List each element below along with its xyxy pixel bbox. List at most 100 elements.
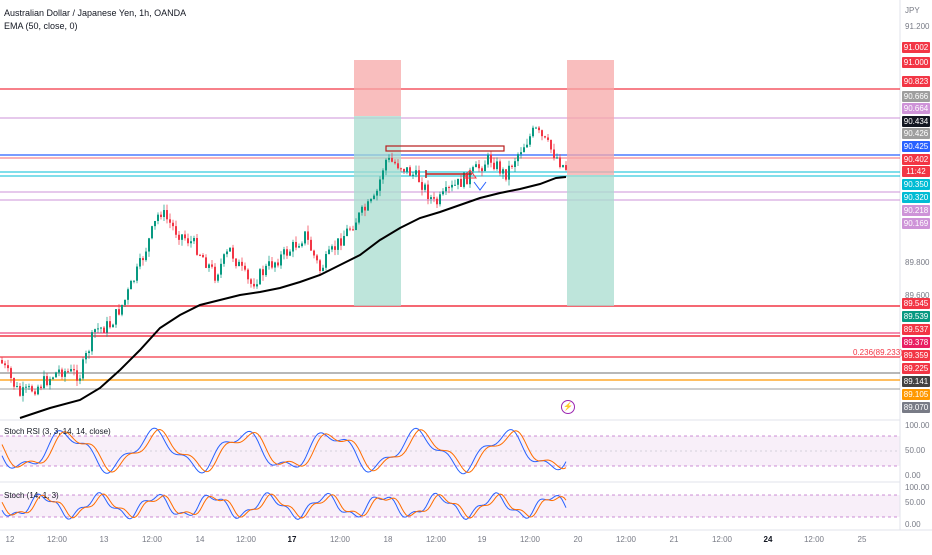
candle-body — [31, 386, 33, 392]
candle-body — [241, 261, 243, 266]
candle-body — [277, 262, 279, 266]
candle-body — [154, 221, 156, 227]
candle-body — [136, 266, 138, 281]
candle-body — [205, 257, 207, 268]
candle-body — [436, 198, 438, 205]
candle-body — [169, 219, 171, 223]
candle-body — [49, 378, 51, 386]
candle-body — [244, 265, 246, 270]
candle-body — [460, 178, 462, 187]
osc-tick: 100.00 — [905, 421, 930, 430]
candle-body — [397, 163, 399, 169]
ema-indicator-label[interactable]: EMA (50, close, 0) — [4, 21, 78, 31]
candle-body — [283, 249, 285, 255]
candle-body — [484, 164, 486, 172]
candle-body — [85, 353, 87, 360]
candle-body — [190, 241, 192, 244]
stoch-rsi-title[interactable]: Stoch RSI (3, 3, 14, 14, close) — [4, 427, 111, 436]
price-tag: 90.425 — [902, 141, 930, 152]
arrow-down-icon — [473, 181, 487, 191]
candle-body — [457, 178, 459, 185]
time-tick: 17 — [287, 535, 297, 544]
candle-body — [238, 261, 240, 267]
candle-body — [358, 212, 360, 223]
candle-body — [361, 206, 363, 213]
candle-body — [553, 149, 555, 159]
candle-body — [310, 239, 312, 251]
candle-body — [514, 161, 516, 167]
candle-body — [187, 238, 189, 244]
stoch-title[interactable]: Stoch (14, 1, 3) — [4, 491, 59, 500]
candle-body — [547, 137, 549, 140]
price-tag: 89.537 — [902, 324, 930, 335]
candle-body — [442, 191, 444, 195]
stoch-band — [0, 495, 900, 517]
time-tick: 12:00 — [141, 535, 163, 544]
candle-body — [304, 231, 306, 244]
candle-body — [532, 127, 534, 137]
time-tick: 12 — [5, 535, 15, 544]
osc-tick: 100.00 — [905, 483, 930, 492]
time-tick: 12:00 — [519, 535, 541, 544]
price-tag: 89.545 — [902, 298, 930, 309]
osc-tick: 50.00 — [905, 498, 926, 507]
candle-body — [331, 246, 333, 250]
candle-body — [370, 199, 372, 202]
candle-body — [52, 377, 54, 379]
candle-body — [184, 234, 186, 239]
candle-body — [424, 184, 426, 190]
candle-body — [307, 231, 309, 240]
candle-body — [253, 283, 255, 287]
candle-body — [178, 234, 180, 240]
candle-body — [337, 238, 339, 250]
candle-body — [34, 391, 36, 395]
time-tick: 19 — [477, 535, 487, 544]
candle-body — [400, 168, 402, 170]
candle-body — [451, 184, 453, 188]
candle-body — [82, 359, 84, 379]
price-tag: 90.823 — [902, 76, 930, 87]
stoch-d-line — [1, 493, 567, 519]
price-tag: 89.141 — [902, 376, 930, 387]
candle-body — [322, 267, 324, 271]
candle-body — [376, 190, 378, 196]
candle-body — [217, 274, 219, 281]
candle-body — [511, 165, 513, 167]
candle-body — [448, 187, 450, 189]
price-tag: 89.105 — [902, 389, 930, 400]
candle-body — [157, 214, 159, 222]
candle-body — [430, 197, 432, 200]
osc-tick: 0.00 — [905, 471, 921, 480]
take-profit-zone — [567, 175, 614, 306]
candle-body — [106, 321, 108, 333]
candle-body — [220, 263, 222, 275]
candle-body — [502, 169, 504, 174]
candle-body — [214, 266, 216, 281]
candle-body — [70, 369, 72, 372]
candle-body — [541, 130, 543, 137]
candle-body — [559, 157, 561, 168]
candle-body — [61, 369, 63, 377]
time-tick: 12:00 — [235, 535, 257, 544]
time-tick: 24 — [763, 535, 773, 544]
candle-body — [382, 170, 384, 180]
candle-body — [73, 369, 75, 371]
candle-body — [175, 226, 177, 235]
ema-line — [19, 176, 567, 419]
candle-body — [463, 172, 465, 187]
candle-body — [202, 254, 204, 258]
lightning-icon[interactable]: ⚡ — [561, 400, 575, 414]
time-tick: 14 — [195, 535, 205, 544]
candle-body — [385, 159, 387, 171]
price-tick: 89.800 — [905, 258, 930, 267]
currency-label: JPY — [905, 6, 920, 15]
candle-body — [478, 164, 480, 169]
candle-body — [472, 167, 474, 172]
candle-body — [133, 280, 135, 282]
candle-body — [25, 386, 27, 388]
candle-body — [316, 255, 318, 261]
time-tick: 12:00 — [711, 535, 733, 544]
candle-body — [487, 154, 489, 165]
